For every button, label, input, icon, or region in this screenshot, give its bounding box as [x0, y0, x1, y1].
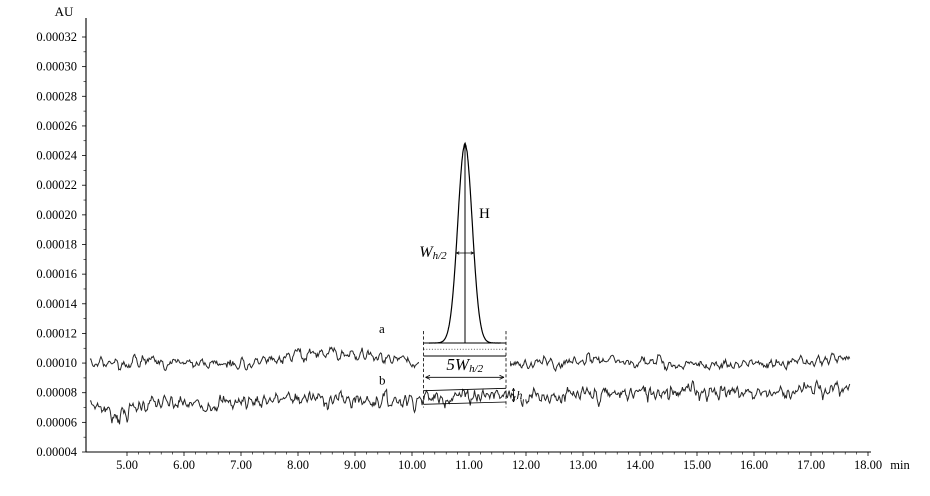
svg-text:a: a [379, 321, 385, 336]
svg-text:0.00010: 0.00010 [36, 356, 77, 370]
svg-text:9.00: 9.00 [344, 458, 366, 472]
svg-text:0.00030: 0.00030 [36, 60, 77, 74]
svg-text:0.00006: 0.00006 [36, 415, 77, 429]
svg-text:6.00: 6.00 [173, 458, 195, 472]
svg-text:14.00: 14.00 [626, 458, 654, 472]
svg-text:15.00: 15.00 [683, 458, 711, 472]
svg-text:b: b [379, 373, 386, 388]
svg-text:18.00: 18.00 [854, 458, 882, 472]
svg-text:0.00008: 0.00008 [36, 386, 77, 400]
svg-text:7.00: 7.00 [230, 458, 252, 472]
svg-text:0.00014: 0.00014 [36, 297, 77, 311]
svg-text:0.00012: 0.00012 [36, 326, 77, 340]
svg-text:0.00016: 0.00016 [36, 267, 77, 281]
svg-text:0.00018: 0.00018 [36, 238, 77, 252]
svg-text:16.00: 16.00 [740, 458, 768, 472]
svg-text:0.00032: 0.00032 [36, 30, 77, 44]
svg-text:10.00: 10.00 [398, 458, 426, 472]
svg-text:H: H [479, 206, 490, 222]
svg-text:12.00: 12.00 [512, 458, 540, 472]
svg-text:13.00: 13.00 [569, 458, 597, 472]
svg-text:8.00: 8.00 [287, 458, 309, 472]
svg-text:5.00: 5.00 [116, 458, 138, 472]
svg-text:min: min [890, 458, 910, 472]
svg-text:AU: AU [55, 4, 74, 19]
svg-text:0.00026: 0.00026 [36, 119, 77, 133]
svg-text:0.00022: 0.00022 [36, 178, 77, 192]
svg-text:11.00: 11.00 [455, 458, 483, 472]
svg-text:h: h [517, 388, 523, 402]
svg-text:17.00: 17.00 [797, 458, 825, 472]
svg-text:0.00020: 0.00020 [36, 208, 77, 222]
svg-text:0.00028: 0.00028 [36, 89, 77, 103]
svg-text:0.00024: 0.00024 [36, 149, 77, 163]
svg-text:0.00004: 0.00004 [36, 445, 77, 459]
